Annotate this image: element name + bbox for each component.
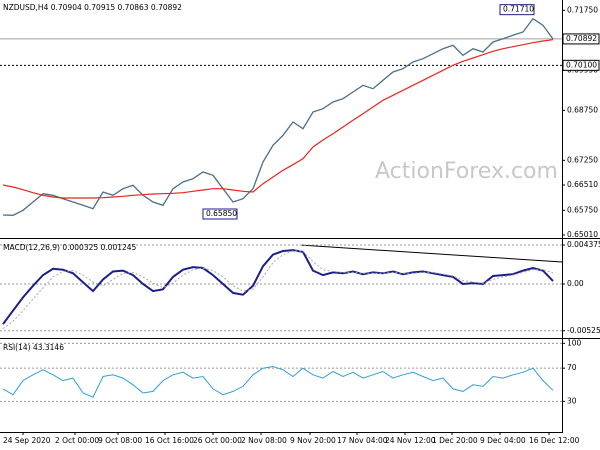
price-level-box (562, 33, 600, 45)
x-tick-label: 9 Oct 08:00 (98, 436, 142, 445)
y-tick-label: 100 (567, 338, 582, 347)
y-tick-label: 0.66510 (567, 180, 598, 189)
y-tick-label: 30 (567, 396, 577, 405)
x-tick-label: 2 Oct 00:00 (55, 436, 99, 445)
y-tick-label: 0.67250 (567, 155, 598, 164)
x-tick-label: 1 Dec 20:00 (432, 436, 478, 445)
x-tick-label: 17 Nov 04:00 (337, 436, 388, 445)
annotation-label: 0.65850 (206, 209, 237, 218)
x-tick-label: 9 Dec 04:00 (480, 436, 526, 445)
panel-title: MACD(12,26,9) 0.000325 0.001245 (3, 243, 137, 252)
panel-title: NZDUSD,H4 0.70904 0.70915 0.70863 0.7089… (3, 3, 182, 12)
y-tick-label: 0.71750 (567, 5, 598, 14)
watermark: ActionForex.com (375, 159, 558, 184)
y-tick-label: 0.004375 (567, 240, 600, 249)
x-tick-label: 2 Nov 08:00 (241, 436, 287, 445)
price-level-label: 0.70892 (566, 34, 597, 43)
x-tick-label: 16 Oct 16:00 (145, 436, 194, 445)
series-line (2, 17, 554, 216)
y-tick-label: -0.005251 (567, 326, 600, 335)
y-tick-label: 0.65010 (567, 230, 598, 239)
annotation-label: 0.71710 (503, 5, 534, 14)
price-level-label: 0.70100 (566, 60, 597, 69)
annotation-box (202, 208, 238, 220)
price-level-box (562, 59, 600, 71)
annotation-box (499, 4, 535, 16)
y-tick-label: 0.68750 (567, 105, 598, 114)
series-line (2, 249, 554, 325)
x-tick-label: 24 Nov 12:00 (385, 436, 436, 445)
x-tick-label: 24 Sep 2020 (3, 436, 51, 445)
y-tick-label: 70 (567, 363, 577, 372)
x-tick-label: 26 Oct 00:00 (193, 436, 242, 445)
panel-title: RSI(14) 43.3146 (3, 343, 64, 352)
x-tick-label: 9 Nov 20:00 (290, 436, 336, 445)
y-tick-label: 0.00 (567, 279, 584, 288)
x-tick-label: 16 Dec 12:00 (529, 436, 580, 445)
series-line (2, 39, 554, 199)
trend-line (299, 244, 563, 263)
y-tick-label: 0.65750 (567, 205, 598, 214)
series-line (2, 250, 554, 330)
series-line (2, 365, 554, 398)
